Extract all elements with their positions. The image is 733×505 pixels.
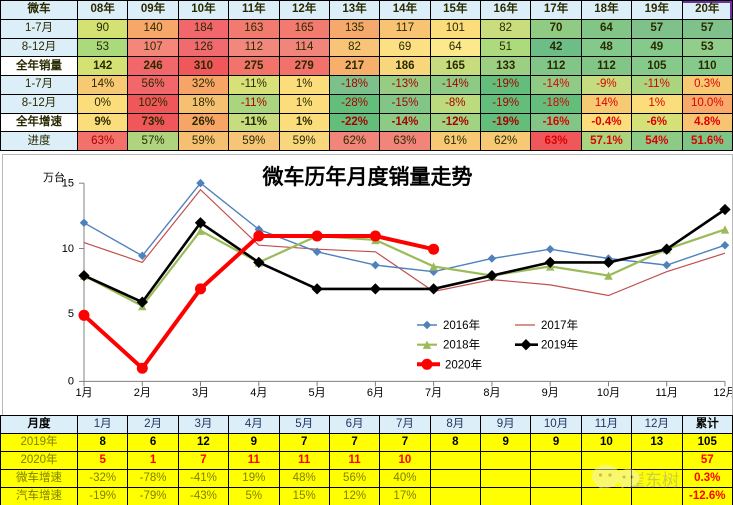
svg-text:2017年: 2017年 — [541, 318, 578, 332]
svg-text:7月: 7月 — [425, 387, 442, 399]
svg-text:0: 0 — [68, 376, 74, 388]
svg-text:2016年: 2016年 — [443, 318, 480, 332]
svg-text:9月: 9月 — [542, 387, 559, 399]
svg-text:2019年: 2019年 — [541, 338, 578, 352]
svg-text:万台: 万台 — [43, 170, 65, 184]
svg-text:6月: 6月 — [367, 387, 384, 399]
svg-text:8月: 8月 — [483, 387, 500, 399]
svg-text:10: 10 — [62, 243, 74, 255]
svg-text:1月: 1月 — [75, 387, 92, 399]
svg-text:5月: 5月 — [309, 387, 326, 399]
svg-text:12月: 12月 — [713, 387, 732, 399]
svg-text:11月: 11月 — [655, 387, 677, 399]
svg-text:10月: 10月 — [597, 387, 620, 399]
svg-text:3月: 3月 — [192, 387, 209, 399]
svg-text:4月: 4月 — [250, 387, 267, 399]
svg-text:2020年: 2020年 — [445, 357, 482, 371]
svg-text:2018年: 2018年 — [443, 338, 480, 352]
svg-text:2月: 2月 — [134, 387, 151, 399]
svg-text:5: 5 — [68, 308, 74, 320]
